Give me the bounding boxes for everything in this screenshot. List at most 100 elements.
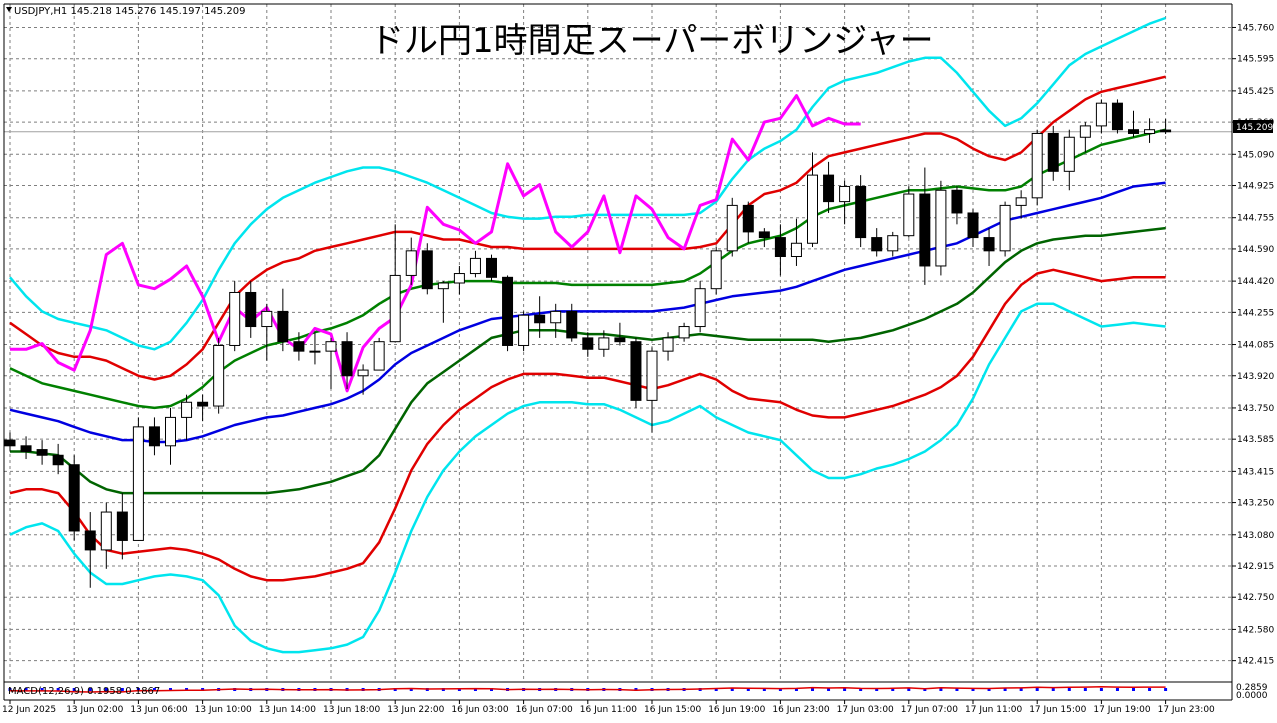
candle	[1111, 99, 1123, 134]
y-tick-label: 145.595	[1237, 55, 1274, 65]
candle	[325, 337, 337, 390]
candle	[197, 394, 209, 422]
macd-bar	[201, 688, 205, 691]
candle	[502, 275, 514, 352]
candle-body	[967, 212, 979, 239]
candle	[662, 332, 674, 361]
x-tick-label: 16 Jun 15:00	[644, 705, 701, 715]
candle	[181, 394, 193, 441]
candle-body	[1031, 132, 1043, 199]
candle-body	[614, 337, 626, 343]
candle-body	[598, 337, 610, 350]
candle-body	[983, 237, 995, 252]
candle	[405, 237, 417, 285]
macd-bar	[1099, 688, 1103, 691]
candle-body	[1015, 197, 1027, 206]
candle	[165, 407, 176, 465]
x-tick-label: 13 Jun 06:00	[130, 705, 187, 715]
candle-body	[453, 273, 465, 284]
y-tick-label: 142.915	[1237, 562, 1274, 572]
candle-body	[229, 291, 241, 346]
candle	[1095, 99, 1107, 134]
candle-body	[325, 341, 337, 352]
candle	[1063, 129, 1075, 191]
candle	[630, 337, 642, 408]
candle	[1047, 125, 1059, 181]
candle-body	[887, 235, 899, 252]
candle	[486, 254, 497, 282]
y-tick-label: 144.590	[1237, 245, 1274, 255]
candle-body	[935, 189, 947, 267]
candle	[646, 347, 658, 433]
candle	[4, 432, 16, 452]
macd-axis-value-top: 0.2859	[1236, 683, 1268, 693]
candle-body	[1095, 102, 1107, 127]
x-tick-label: 16 Jun 03:00	[451, 705, 508, 715]
macd-bar	[1148, 688, 1152, 691]
chart-header: USDJPY,H1 145.218 145.276 145.197 145.20…	[14, 6, 245, 17]
band-line-7	[10, 94, 861, 393]
candle	[983, 228, 995, 266]
macd-bar	[72, 688, 76, 691]
chart-title: ドル円1時間足スーパーボリンジャー	[370, 21, 934, 61]
candle	[1144, 118, 1156, 143]
macd-bar	[1003, 688, 1007, 691]
candle-body	[726, 204, 738, 252]
x-tick-label: 17 Jun 11:00	[965, 705, 1022, 715]
macd-bar	[8, 688, 12, 691]
x-tick-label: 13 Jun 18:00	[323, 705, 380, 715]
y-tick-label: 145.090	[1237, 150, 1274, 160]
candle-body	[919, 193, 931, 267]
candle	[742, 201, 754, 244]
macd-bar	[409, 688, 413, 691]
candle-body	[68, 464, 80, 532]
macd-bar	[40, 688, 44, 691]
candle	[357, 364, 369, 395]
y-tick-label: 142.580	[1237, 625, 1274, 635]
macd-bar	[859, 688, 863, 691]
candle-body	[389, 274, 401, 343]
candle	[453, 265, 465, 295]
candle	[887, 231, 899, 257]
candle	[999, 201, 1011, 257]
candle-body	[36, 449, 48, 456]
candle-body	[1047, 132, 1059, 172]
macd-bar	[120, 688, 124, 691]
candle	[790, 218, 802, 266]
y-tick-label: 144.255	[1237, 308, 1274, 318]
y-tick-label: 143.920	[1237, 372, 1274, 382]
candle	[823, 161, 835, 213]
candle	[967, 209, 979, 248]
candle-body	[550, 310, 562, 324]
candle-body	[774, 237, 786, 258]
candle	[774, 224, 786, 276]
candle	[694, 281, 706, 333]
candle-body	[357, 369, 369, 377]
candle-body	[807, 174, 818, 244]
candle	[726, 197, 738, 257]
macd-bar	[923, 688, 927, 691]
candle-body	[518, 314, 530, 346]
y-tick-label: 145.425	[1237, 87, 1274, 97]
candle	[871, 228, 883, 257]
macd-bar	[24, 688, 28, 691]
candle-body	[534, 314, 546, 324]
x-tick-label: 17 Jun 23:00	[1158, 705, 1215, 715]
macd-bar	[1067, 688, 1071, 691]
macd-bar	[778, 688, 782, 691]
candle-body	[871, 237, 883, 252]
candle-body	[630, 341, 642, 401]
candle-body	[999, 204, 1011, 252]
symbol-label: USDJPY,H1	[14, 6, 67, 17]
candle	[52, 443, 64, 475]
macd-bar	[1035, 688, 1039, 691]
candle	[373, 337, 385, 371]
x-tick-label: 16 Jun 11:00	[580, 705, 637, 715]
x-tick-label: 17 Jun 03:00	[837, 705, 894, 715]
candle-body	[678, 326, 690, 339]
candle	[100, 502, 112, 569]
candle	[1015, 190, 1027, 219]
candle-body	[566, 310, 578, 339]
macd-bar	[794, 688, 798, 691]
